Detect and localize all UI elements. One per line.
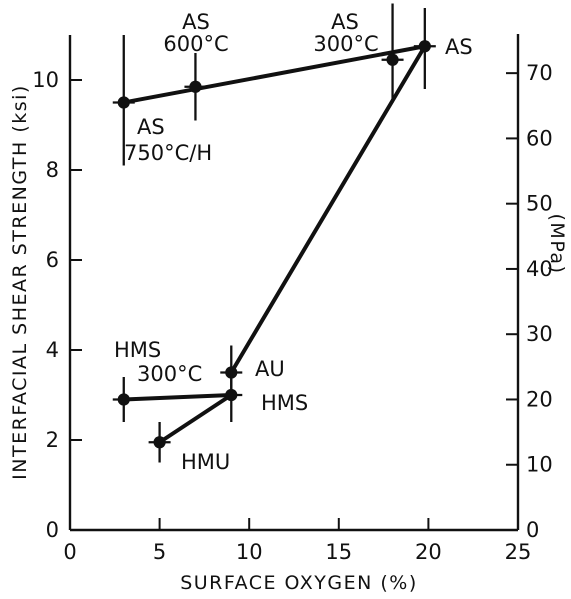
x-axis-tick-label: 10 — [236, 540, 263, 564]
point-marker — [418, 40, 431, 53]
left-y-axis-tick-label: 2 — [46, 428, 59, 452]
x-axis-tick-label: 0 — [63, 540, 76, 564]
right-y-axis-tick-label: 0 — [526, 518, 539, 542]
data-point-6 — [220, 368, 243, 422]
right-y-axis-tick-label: 60 — [526, 126, 553, 150]
right-y-axis-tick-label: 30 — [526, 322, 553, 346]
left-y-axis-tick-label: 10 — [32, 68, 59, 92]
right-y-axis-tick-label: 40 — [526, 257, 553, 281]
annotation-label: HMS — [261, 391, 308, 415]
point-marker — [117, 96, 130, 109]
right-y-axis-tick-label: 20 — [526, 387, 553, 411]
annotation-label: AS — [445, 35, 473, 59]
x-axis-tick-label: 20 — [415, 540, 442, 564]
annotation-3: AS — [445, 35, 473, 59]
annotation-label: AS — [137, 115, 165, 139]
annotation-8: HMU — [181, 450, 230, 474]
data-point-3 — [381, 3, 404, 103]
annotation-label: 300°C — [137, 362, 202, 386]
x-axis-tick-label: 25 — [505, 540, 532, 564]
right-y-axis-tick-label: 50 — [526, 192, 553, 216]
annotation-label: 600°C — [163, 32, 228, 56]
point-marker — [117, 393, 130, 406]
data-point-1 — [112, 35, 135, 166]
left-y-axis-tick-label: 8 — [46, 158, 59, 182]
annotation-label: 300°C — [313, 32, 378, 56]
annotation-6: AU — [255, 357, 285, 381]
right-y-axis-tick-label: 70 — [526, 61, 553, 85]
right-y-axis-title: (MPa) — [546, 214, 568, 275]
x-axis-title: SURFACE OXYGEN (%) — [180, 572, 418, 594]
left-y-axis-tick-label: 0 — [46, 518, 59, 542]
data-points — [112, 3, 436, 463]
left-y-axis-tick-label: 4 — [46, 338, 59, 362]
annotation-label: AU — [255, 357, 285, 381]
point-marker — [153, 436, 166, 449]
data-point-2 — [184, 53, 207, 121]
series-line-4 — [157, 393, 234, 445]
x-axis-tick-label: 5 — [153, 540, 166, 564]
point-marker — [189, 80, 202, 93]
annotation-label: HMU — [181, 450, 230, 474]
point-marker — [225, 388, 238, 402]
point-marker — [386, 53, 399, 66]
x-axis-tick-label: 15 — [325, 540, 352, 564]
annotation-7: HMS — [261, 391, 308, 415]
annotation-label: AS — [331, 10, 359, 34]
series-line-2 — [229, 44, 427, 375]
series-line-3 — [121, 393, 234, 402]
series-line-1 — [121, 44, 427, 105]
data-point-8 — [148, 422, 171, 463]
annotation-label: 750°C/H — [124, 141, 212, 165]
right-y-axis-tick-label: 10 — [526, 453, 553, 477]
left-y-axis-tick-label: 6 — [46, 248, 59, 272]
y-axis-title: INTERFACIAL SHEAR STRENGTH (ksi) — [9, 84, 31, 480]
data-point-7 — [112, 377, 135, 422]
data-point-4 — [413, 8, 436, 89]
annotation-label: AS — [182, 10, 210, 34]
annotation-label: HMS — [114, 338, 161, 362]
